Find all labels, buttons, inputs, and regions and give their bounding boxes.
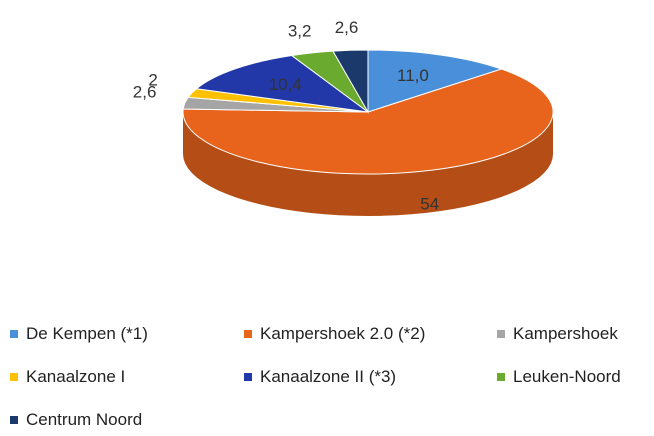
data-label: 2,6: [335, 18, 359, 37]
data-label: 2: [148, 70, 157, 89]
legend-item: De Kempen (*1): [10, 322, 244, 346]
data-label: 10,4: [269, 75, 302, 94]
legend-item: Centrum Noord: [10, 408, 244, 432]
legend-label: Leuken-Noord: [513, 367, 621, 386]
legend-swatch: [497, 330, 505, 338]
legend-label: Kampershoek 2.0 (*2): [260, 324, 426, 343]
data-label: 54: [420, 194, 439, 213]
slice: [332, 49, 369, 114]
slice-side: [183, 112, 553, 216]
legend-swatch: [244, 373, 252, 381]
legend-item: Leuken-Noord: [497, 365, 654, 389]
legend-label: Kanaalzone I: [26, 367, 126, 386]
legend-label: Kampershoek: [513, 324, 618, 343]
legend-label: Centrum Noord: [26, 410, 143, 429]
legend-item: Kanaalzone I: [10, 365, 244, 389]
legend-label: Kanaalzone II (*3): [260, 367, 397, 386]
legend-swatch: [10, 373, 18, 381]
data-label: 11,0: [397, 66, 429, 85]
data-label: 3,2: [288, 21, 312, 40]
legend-swatch: [244, 330, 252, 338]
legend: De Kempen (*1) Kampershoek 2.0 (*2) Kamper…: [10, 322, 654, 432]
slice: [182, 68, 554, 175]
data-label: 2,6: [133, 83, 157, 102]
legend-item: Kampershoek: [497, 322, 654, 346]
legend-item: Kanaalzone II (*3): [244, 365, 497, 389]
legend-label: De Kempen (*1): [26, 324, 148, 343]
slice: [195, 54, 369, 113]
slice: [367, 49, 503, 113]
legend-swatch: [497, 373, 505, 381]
legend-swatch: [10, 330, 18, 338]
legend-swatch: [10, 416, 18, 424]
legend-item: Kampershoek 2.0 (*2): [244, 322, 497, 346]
